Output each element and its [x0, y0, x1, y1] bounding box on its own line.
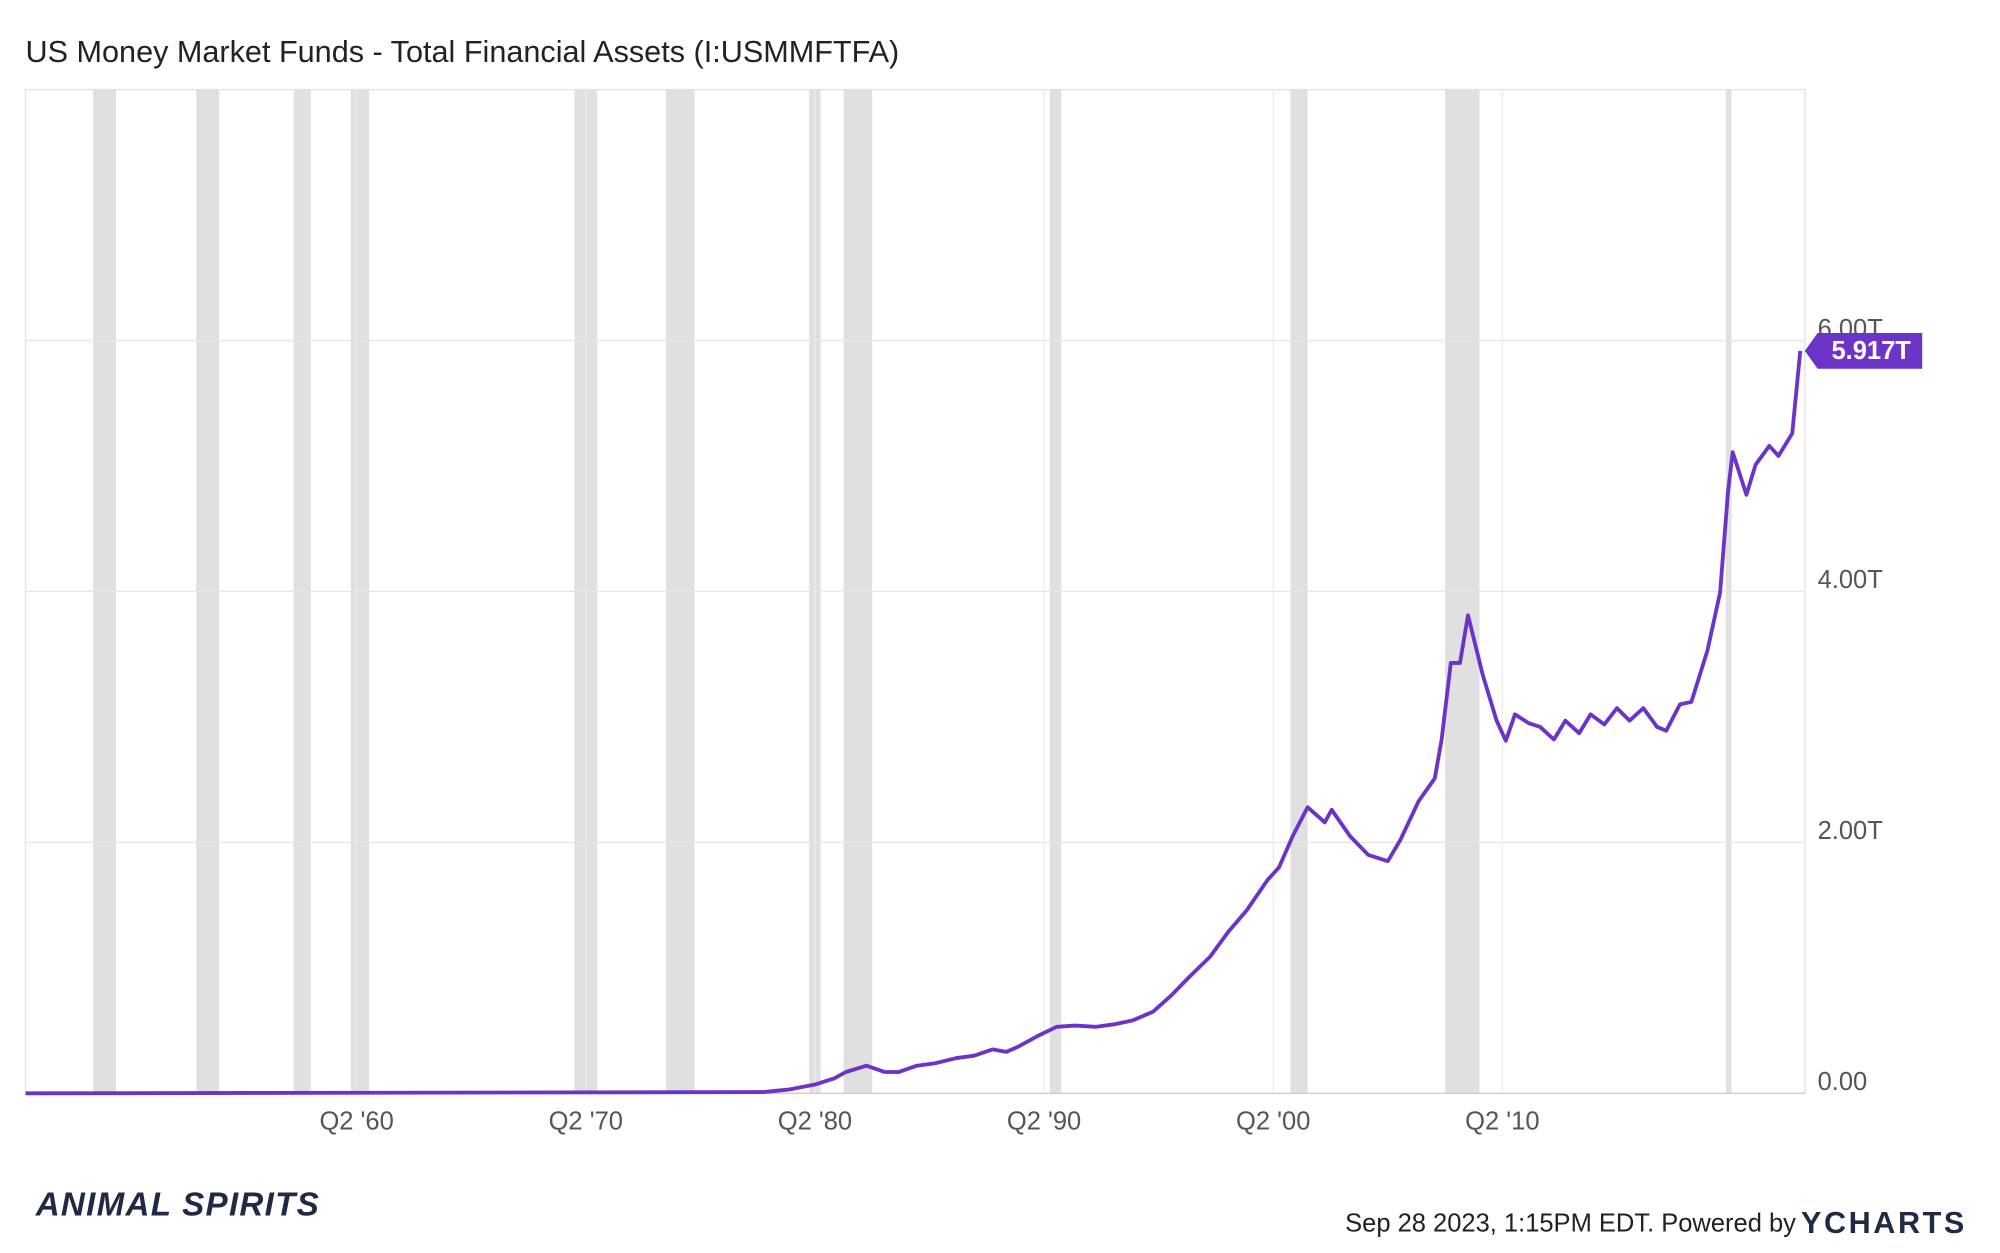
x-tick-label: Q2 '00: [1236, 1107, 1310, 1135]
plot-area: [25, 89, 1805, 1094]
y-tick-label: 0.00: [1818, 1068, 1868, 1096]
y-tick-label: 2.00T: [1818, 817, 1883, 845]
chart-title: US Money Market Funds - Total Financial …: [26, 35, 900, 69]
brand: YCHARTS: [1801, 1206, 1967, 1240]
x-tick-label: Q2 '80: [778, 1107, 852, 1135]
x-tick-label: Q2 '90: [1007, 1107, 1081, 1135]
watermark: ANIMAL SPIRITS: [35, 1187, 320, 1224]
y-tick-label: 4.00T: [1818, 566, 1883, 594]
last-value-label: 5.917T: [1831, 337, 1911, 365]
x-tick-label: Q2 '70: [549, 1107, 623, 1135]
last-value-flag: [1804, 333, 1923, 369]
footer: Sep 28 2023, 1:15PM EDT. Powered by: [1345, 1209, 1796, 1237]
x-tick-label: Q2 '60: [319, 1107, 393, 1135]
line-series: [25, 350, 1803, 1096]
x-tick-label: Q2 '10: [1465, 1107, 1539, 1135]
